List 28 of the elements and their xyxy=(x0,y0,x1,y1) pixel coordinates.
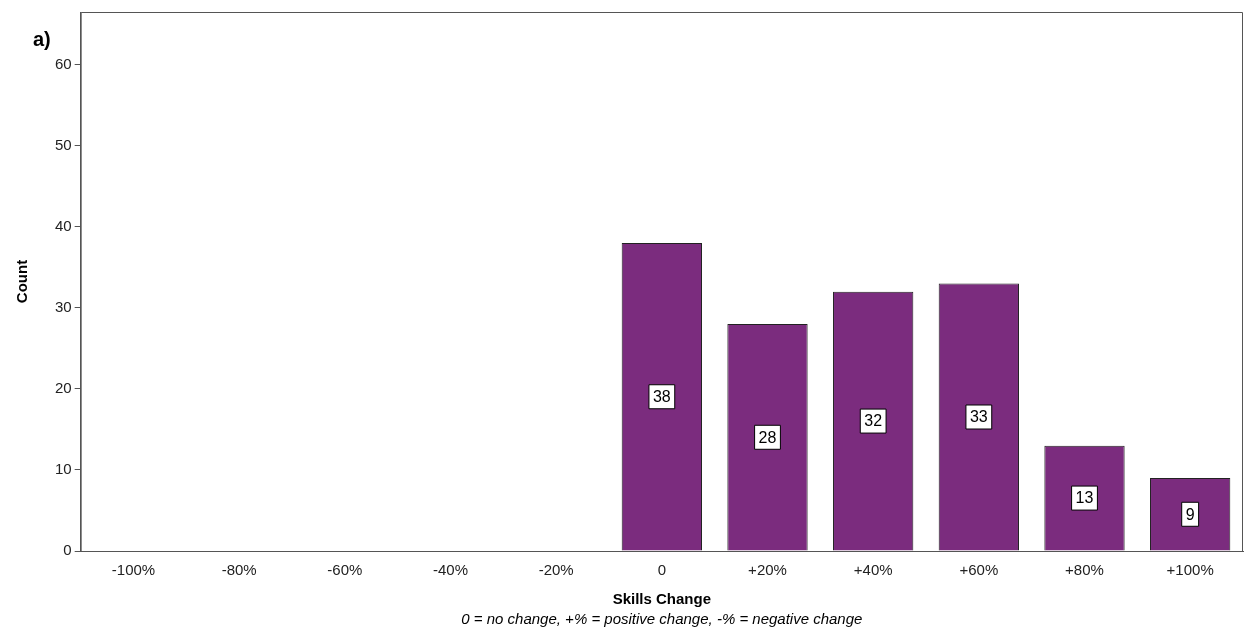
x-tick-label: +80% xyxy=(1065,561,1104,579)
y-tick-label: 50 xyxy=(55,135,72,153)
x-tick-label: +40% xyxy=(853,561,893,579)
data-label: 32 xyxy=(864,412,883,430)
text: a) xyxy=(33,27,51,50)
x-axis-title: Skills Change xyxy=(612,590,712,608)
x-tick-label: -80% xyxy=(221,561,257,579)
data-label: 33 xyxy=(969,408,988,426)
data-label: 28 xyxy=(758,428,777,446)
x-tick-label: +100% xyxy=(1166,561,1214,579)
x-tick-label: -60% xyxy=(327,561,363,579)
x-tick-label: 0 xyxy=(657,561,667,579)
x-tick-label: -20% xyxy=(538,561,574,579)
data-label: 38 xyxy=(652,388,671,406)
x-tick-label: +60% xyxy=(959,561,999,579)
y-axis-title: Count xyxy=(13,259,31,304)
text: 0 = no change, +% = positive change, -% = negative change xyxy=(461,609,863,627)
y-tick-label: 60 xyxy=(55,54,72,72)
y-tick-label: 30 xyxy=(55,297,72,315)
data-label: 13 xyxy=(1075,489,1094,507)
x-tick-label: -100% xyxy=(111,561,156,579)
x-tick-label: +20% xyxy=(748,561,787,579)
data-label: 9 xyxy=(1185,505,1195,523)
x-tick-label: -40% xyxy=(433,561,469,579)
y-tick-label: 20 xyxy=(55,379,72,397)
y-tick-label: 10 xyxy=(55,460,72,478)
y-tick-label: 40 xyxy=(55,216,72,234)
y-tick-label: 0 xyxy=(63,541,72,559)
